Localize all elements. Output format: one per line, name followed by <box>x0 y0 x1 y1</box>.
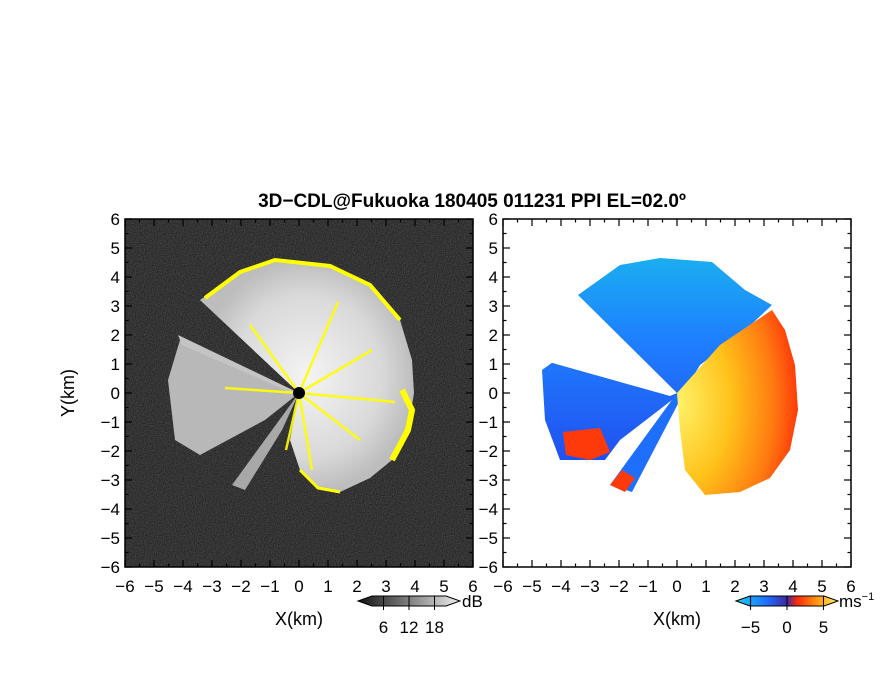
colorbar-tick-label: 12 <box>400 618 419 637</box>
x-tick-label: 6 <box>846 577 855 596</box>
right-negative-wedge-sw <box>610 393 680 492</box>
x-tick-label: −3 <box>202 577 221 596</box>
x-tick-label: 5 <box>439 577 448 596</box>
x-tick-label: −2 <box>609 577 628 596</box>
colorbar-tick-label: 5 <box>819 618 828 637</box>
left-axis-ticks <box>124 218 474 568</box>
x-tick-label: 4 <box>410 577 419 596</box>
left-echo-wedge-west <box>168 340 299 455</box>
right-positive-patch-sw <box>610 470 635 492</box>
left-highlight-spokes <box>224 301 396 471</box>
y-tick-label: 0 <box>489 384 498 403</box>
y-tick-label: 0 <box>111 384 120 403</box>
left-highlight-edge-east <box>389 388 416 462</box>
right-positive-patch-west <box>563 428 610 460</box>
x-tick-label: −1 <box>638 577 657 596</box>
x-tick-label: 6 <box>468 577 477 596</box>
x-tick-label: −2 <box>231 577 250 596</box>
y-tick-label: 3 <box>111 297 120 316</box>
right-colorbar-ticks: −5 0 5 <box>741 596 828 637</box>
x-tick-label: −3 <box>580 577 599 596</box>
right-positive-velocity-region <box>677 310 798 495</box>
left-colorbar-ticks: 6 12 18 <box>379 596 444 637</box>
right-x-axis-label: X(km) <box>653 609 701 629</box>
left-tick-labels: −6 −5 −4 −3 −2 −1 0 1 2 3 4 5 6 6 5 4 3 2 1 0 −1 −2 −3 −4 −5 −6 <box>101 210 478 596</box>
y-tick-label: −6 <box>479 558 498 577</box>
y-tick-label: 6 <box>111 210 120 229</box>
y-tick-label: 3 <box>489 297 498 316</box>
left-panel: −6 −5 −4 −3 −2 −1 0 1 2 3 4 5 6 6 5 4 3 2 1 0 −1 −2 −3 −4 −5 −6 X… <box>58 210 478 629</box>
left-echo-wedge-sw <box>232 393 299 490</box>
x-tick-label: 0 <box>294 577 303 596</box>
y-tick-label: 4 <box>111 268 120 287</box>
left-highlight-edge-south <box>298 468 341 494</box>
right-negative-velocity-region <box>542 258 772 460</box>
y-tick-label: 5 <box>489 239 498 258</box>
x-tick-label: −1 <box>260 577 279 596</box>
x-tick-label: 1 <box>323 577 332 596</box>
left-echo-field <box>168 257 416 494</box>
y-tick-label: −2 <box>479 442 498 461</box>
colorbar-tick-label: −5 <box>741 618 760 637</box>
colorbar-tick-label: 6 <box>379 618 388 637</box>
x-tick-label: 0 <box>672 577 681 596</box>
y-tick-label: 2 <box>111 326 120 345</box>
right-colorbar-unit-base: ms <box>839 592 862 611</box>
y-tick-label: −4 <box>101 500 120 519</box>
left-y-axis-label: Y(km) <box>58 369 78 417</box>
x-tick-label: −4 <box>173 577 192 596</box>
y-tick-label: −5 <box>101 529 120 548</box>
x-tick-label: −6 <box>493 577 512 596</box>
x-tick-label: 4 <box>788 577 797 596</box>
colorbar-tick-label: 18 <box>425 618 444 637</box>
right-velocity-field <box>542 258 798 495</box>
y-tick-label: −3 <box>101 471 120 490</box>
x-tick-label: −5 <box>144 577 163 596</box>
y-tick-label: 5 <box>111 239 120 258</box>
x-tick-label: −4 <box>551 577 570 596</box>
left-colorbar-unit: dB <box>462 592 483 611</box>
y-tick-label: −1 <box>101 413 120 432</box>
y-tick-label: −1 <box>479 413 498 432</box>
y-tick-label: 1 <box>111 355 120 374</box>
right-colorbar: −5 0 5 ms−1 <box>734 591 874 637</box>
x-tick-label: 3 <box>759 577 768 596</box>
right-axis-ticks <box>502 218 852 568</box>
x-tick-label: 1 <box>701 577 710 596</box>
right-panel: −6 −5 −4 −3 −2 −1 0 1 2 3 4 5 6 6 5 4 3 2 1 0 −1 −2 −3 −4 −5 −6 X… <box>479 210 856 629</box>
y-tick-label: 6 <box>489 210 498 229</box>
radar-origin-marker <box>293 387 305 399</box>
y-tick-label: 4 <box>489 268 498 287</box>
left-x-axis-label: X(km) <box>275 609 323 629</box>
x-tick-label: 2 <box>730 577 739 596</box>
colorbar-tick-label: 0 <box>782 618 791 637</box>
left-echo-wedge-nw <box>178 335 299 393</box>
left-highlight-edge-north <box>203 257 402 322</box>
y-tick-label: −6 <box>101 558 120 577</box>
y-tick-label: −5 <box>479 529 498 548</box>
y-tick-label: −3 <box>479 471 498 490</box>
y-tick-label: 1 <box>489 355 498 374</box>
right-colorbar-unit-exponent: −1 <box>862 591 875 603</box>
right-tick-labels: −6 −5 −4 −3 −2 −1 0 1 2 3 4 5 6 6 5 4 3 2 1 0 −1 −2 −3 −4 −5 −6 <box>479 210 856 596</box>
figure-title: 3D−CDL@Fukuoka 180405 011231 PPI EL=02.0… <box>258 191 686 212</box>
y-tick-label: −2 <box>101 442 120 461</box>
x-tick-label: 5 <box>817 577 826 596</box>
x-tick-label: −5 <box>522 577 541 596</box>
y-tick-label: −4 <box>479 500 498 519</box>
x-tick-label: 3 <box>381 577 390 596</box>
left-colorbar: 6 12 18 dB <box>356 592 483 637</box>
x-tick-label: 2 <box>352 577 361 596</box>
x-tick-label: −6 <box>115 577 134 596</box>
y-tick-label: 2 <box>489 326 498 345</box>
right-colorbar-unit: ms−1 <box>839 591 874 611</box>
right-gap-wedge <box>549 352 677 396</box>
